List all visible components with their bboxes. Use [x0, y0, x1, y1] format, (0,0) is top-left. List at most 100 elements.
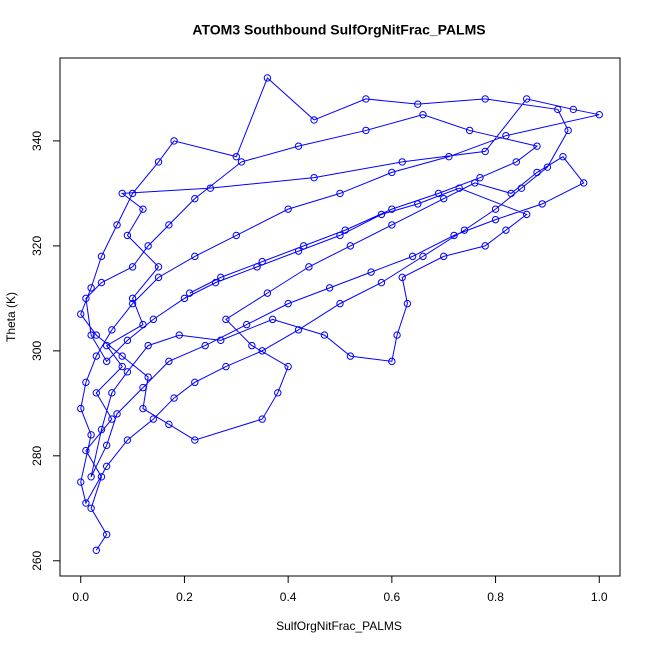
y-tick-label: 300	[30, 341, 44, 361]
data-point	[82, 378, 90, 387]
data-point	[502, 226, 510, 234]
data-point	[393, 331, 401, 339]
data-point	[408, 252, 417, 261]
data-point	[346, 352, 355, 360]
data-point	[128, 294, 137, 303]
data-point	[102, 341, 111, 350]
data-point	[258, 347, 266, 355]
data-point	[481, 95, 489, 103]
data-point	[538, 200, 546, 208]
data-point	[263, 74, 272, 82]
data-point	[87, 331, 95, 339]
data-point	[123, 336, 132, 345]
data-point	[263, 289, 272, 297]
data-point	[77, 404, 85, 413]
data-point	[237, 158, 246, 166]
data-point	[491, 205, 500, 213]
data-point	[268, 315, 277, 324]
data-point	[222, 315, 230, 324]
data-point	[128, 189, 137, 198]
x-axis-label: SulfOrgNitFrac_PALMS	[276, 619, 402, 633]
data-point	[569, 105, 578, 114]
data-point	[191, 436, 199, 444]
data-point	[97, 425, 106, 434]
chart-title: ATOM3 Southbound SulfOrgNitFrac_PALMS	[192, 22, 485, 38]
data-point	[191, 252, 199, 261]
data-point	[87, 431, 95, 439]
x-tick-label: 0.0	[72, 590, 89, 604]
data-point	[512, 158, 520, 166]
data-point	[294, 247, 303, 255]
data-point	[258, 257, 266, 266]
data-point	[274, 389, 282, 397]
data-point	[367, 268, 375, 276]
data-point	[92, 546, 100, 554]
data-point	[87, 284, 95, 292]
data-point	[440, 194, 448, 203]
data-point	[191, 194, 199, 203]
data-point	[310, 173, 318, 182]
data-point	[170, 137, 178, 145]
data-point	[455, 184, 463, 192]
data-point	[102, 441, 111, 450]
data-point	[434, 189, 443, 198]
data-point	[92, 389, 100, 397]
data-point	[398, 158, 406, 166]
data-point	[341, 226, 349, 234]
data-point	[149, 315, 158, 324]
data-point	[123, 436, 132, 444]
data-point	[77, 310, 85, 318]
data-point	[102, 530, 111, 539]
data-point	[554, 105, 562, 114]
data-point	[154, 263, 163, 271]
data-point	[284, 362, 292, 371]
data-point	[419, 110, 427, 119]
data-point	[533, 168, 541, 177]
data-point	[211, 278, 220, 287]
y-tick-label: 320	[30, 236, 44, 256]
data-point	[559, 152, 567, 161]
data-point	[139, 404, 147, 413]
data-point	[294, 326, 303, 334]
data-point	[92, 331, 100, 339]
data-point	[388, 221, 396, 229]
data-point	[113, 410, 121, 418]
data-point	[476, 173, 484, 182]
data-point	[502, 131, 510, 140]
data-point	[414, 200, 422, 208]
x-tick-label: 0.6	[384, 590, 401, 604]
data-point	[336, 231, 344, 240]
data-point	[522, 210, 531, 219]
data-point	[419, 252, 427, 261]
data-point	[139, 383, 147, 392]
data-point	[144, 341, 152, 350]
data-point	[149, 415, 158, 423]
y-tick-label: 340	[30, 131, 44, 151]
data-point	[388, 205, 396, 213]
data-point	[154, 158, 163, 166]
data-point	[170, 394, 178, 402]
data-point	[362, 95, 370, 103]
data-point	[165, 357, 173, 366]
data-point	[144, 242, 152, 250]
data-point	[87, 473, 95, 481]
data-point	[222, 362, 230, 371]
data-point	[191, 378, 199, 387]
data-point	[388, 168, 396, 177]
data-point	[336, 189, 344, 198]
data-point	[465, 126, 474, 135]
data-point	[362, 126, 370, 135]
data-point	[175, 331, 183, 339]
data-point	[108, 326, 116, 334]
data-point	[310, 116, 318, 124]
data-point	[144, 373, 152, 381]
x-tick-label: 0.4	[280, 590, 297, 604]
data-point	[108, 389, 116, 397]
data-point	[450, 231, 458, 240]
data-point	[165, 420, 173, 429]
data-point	[320, 331, 329, 339]
y-tick-label: 260	[30, 550, 44, 570]
data-point	[118, 352, 126, 360]
